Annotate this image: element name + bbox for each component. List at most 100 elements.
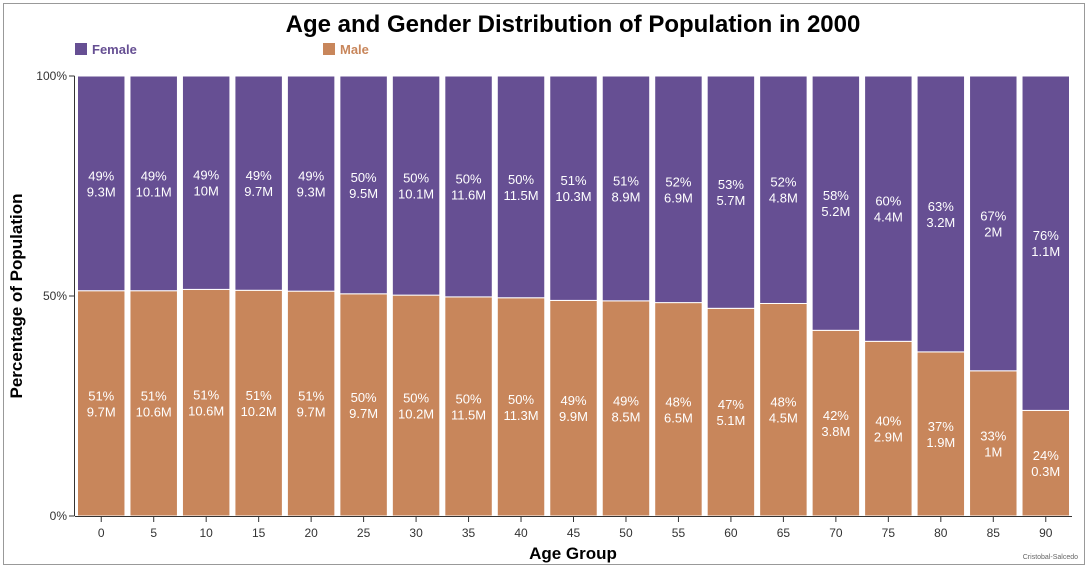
bar-male-value-label: 8.5M [612, 409, 641, 424]
plot-area: 51%9.7M49%9.3M51%10.6M49%10.1M51%10.6M49… [77, 75, 1071, 517]
bar-male-15[interactable] [234, 289, 283, 517]
bar-male-value-label: 5.1M [716, 413, 745, 428]
x-tick-label: 70 [829, 526, 843, 540]
x-tick-label: 55 [672, 526, 686, 540]
bar-male-value-label: 9.7M [87, 404, 116, 419]
bar-female-percent-label: 58% [823, 188, 849, 203]
bar-female-percent-label: 76% [1033, 228, 1059, 243]
bar-female-percent-label: 50% [456, 171, 482, 186]
legend-item-male[interactable]: Male [323, 42, 369, 57]
bar-male-25[interactable] [339, 293, 388, 517]
bar-male-value-label: 10.2M [398, 407, 434, 422]
bar-female-45[interactable] [549, 75, 598, 301]
bar-female-value-label: 2M [984, 224, 1002, 239]
legend-item-female[interactable]: Female [75, 42, 137, 57]
bar-male-percent-label: 50% [508, 392, 534, 407]
legend-swatch-male [323, 43, 335, 55]
x-tick-label: 45 [567, 526, 581, 540]
bar-male-75[interactable] [864, 340, 913, 517]
bar-female-80[interactable] [916, 75, 966, 353]
bar-male-30[interactable] [391, 294, 441, 517]
bar-male-85[interactable] [969, 370, 1018, 517]
bar-female-55[interactable] [654, 75, 703, 304]
x-tick-label: 65 [777, 526, 791, 540]
bar-female-value-label: 10.1M [136, 184, 172, 199]
x-tick-label: 60 [724, 526, 738, 540]
x-tick-label: 30 [409, 526, 423, 540]
x-tick-label: 35 [462, 526, 476, 540]
bar-male-20[interactable] [286, 290, 336, 517]
chart-frame [3, 3, 1085, 565]
bar-male-80[interactable] [916, 351, 966, 517]
bar-female-value-label: 3.2M [926, 215, 955, 230]
y-axis: 0% 50% 100% [36, 69, 75, 523]
chart-title: Age and Gender Distribution of Populatio… [286, 11, 861, 38]
x-tick-label: 80 [934, 526, 948, 540]
y-tick-label: 0% [50, 509, 68, 523]
bar-female-65[interactable] [759, 75, 808, 304]
bar-female-10[interactable] [181, 75, 231, 290]
bar-female-60[interactable] [706, 75, 756, 309]
bar-female-75[interactable] [864, 75, 913, 342]
bar-female-40[interactable] [496, 75, 546, 299]
bar-female-percent-label: 49% [193, 168, 219, 183]
bar-male-percent-label: 50% [403, 391, 429, 406]
bar-female-5[interactable] [129, 75, 178, 292]
y-tick-label: 50% [43, 289, 67, 303]
bar-male-value-label: 3.8M [821, 424, 850, 439]
bar-female-percent-label: 49% [246, 168, 272, 183]
bar-female-percent-label: 51% [613, 173, 639, 188]
bar-female-percent-label: 49% [88, 168, 114, 183]
bar-female-70[interactable] [811, 75, 861, 331]
bar-female-percent-label: 50% [351, 170, 377, 185]
bar-female-value-label: 9.3M [87, 184, 116, 199]
x-tick-label: 90 [1039, 526, 1053, 540]
bar-male-value-label: 10.6M [188, 404, 224, 419]
legend-swatch-female [75, 43, 87, 55]
bar-male-percent-label: 47% [718, 397, 744, 412]
bar-female-value-label: 9.7M [244, 184, 273, 199]
x-tick-label: 40 [514, 526, 528, 540]
bar-male-percent-label: 51% [141, 388, 167, 403]
bar-female-percent-label: 53% [718, 177, 744, 192]
bar-female-35[interactable] [444, 75, 493, 298]
bar-female-15[interactable] [234, 75, 283, 291]
bar-female-percent-label: 52% [770, 175, 796, 190]
bar-male-55[interactable] [654, 302, 703, 517]
bar-female-50[interactable] [601, 75, 651, 302]
bar-male-value-label: 6.5M [664, 410, 693, 425]
bar-female-percent-label: 52% [665, 174, 691, 189]
legend-label-male: Male [340, 42, 369, 57]
bar-female-30[interactable] [391, 75, 441, 296]
x-tick-label: 0 [98, 526, 105, 540]
bar-female-20[interactable] [286, 75, 336, 292]
bar-female-85[interactable] [969, 75, 1018, 372]
bar-female-percent-label: 50% [508, 172, 534, 187]
x-tick-label: 25 [357, 526, 371, 540]
bar-male-value-label: 1M [984, 444, 1002, 459]
bar-female-90[interactable] [1021, 75, 1071, 411]
x-axis-title: Age Group [529, 544, 617, 563]
bar-male-percent-label: 49% [613, 393, 639, 408]
legend-label-female: Female [92, 42, 137, 57]
bar-female-25[interactable] [339, 75, 388, 295]
bar-male-35[interactable] [444, 296, 493, 517]
bar-male-value-label: 9.9M [559, 409, 588, 424]
bar-male-65[interactable] [759, 302, 808, 517]
bar-male-percent-label: 51% [298, 389, 324, 404]
bar-male-percent-label: 49% [560, 393, 586, 408]
legend: Female Male [75, 42, 369, 57]
bar-female-value-label: 10M [194, 184, 219, 199]
bar-female-percent-label: 50% [403, 171, 429, 186]
bar-female-value-label: 9.5M [349, 186, 378, 201]
y-axis-title: Percentage of Population [7, 194, 26, 399]
bar-female-0[interactable] [77, 75, 126, 292]
bar-male-percent-label: 51% [246, 388, 272, 403]
bar-female-percent-label: 49% [298, 169, 324, 184]
bar-female-percent-label: 63% [928, 199, 954, 214]
bar-male-70[interactable] [811, 329, 861, 517]
bar-female-percent-label: 67% [980, 208, 1006, 223]
bar-male-value-label: 2.9M [874, 430, 903, 445]
bar-male-value-label: 9.7M [349, 406, 378, 421]
bar-male-value-label: 1.9M [926, 435, 955, 450]
